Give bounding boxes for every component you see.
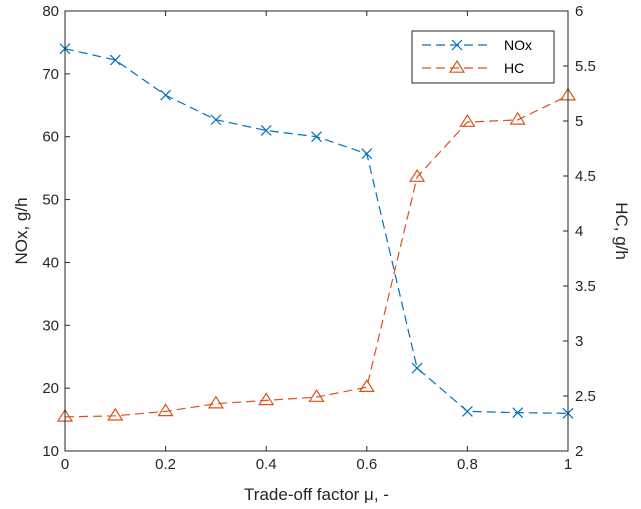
data-point-hc: [157, 403, 174, 417]
data-point-hc: [207, 395, 224, 409]
y-right-tick-label: 2: [575, 443, 583, 460]
x-tick-label: 0: [61, 456, 69, 473]
data-point-nox: [411, 362, 423, 374]
y-left-tick-label: 10: [42, 443, 59, 460]
data-point-hc: [358, 379, 375, 392]
y-left-tick-label: 70: [42, 66, 59, 83]
legend-marker-nox: [451, 39, 463, 51]
y-left-tick-label: 20: [42, 380, 59, 397]
legend-label-hc: HC: [504, 60, 524, 76]
legend: NOx HC: [411, 30, 555, 84]
data-point-hc: [459, 113, 476, 127]
legend-label-nox: NOx: [504, 37, 532, 53]
x-axis-label: Trade-off factor μ, -: [244, 485, 389, 504]
data-point-hc: [308, 388, 325, 402]
data-point-nox: [311, 131, 322, 143]
x-tick-label: 0.8: [457, 456, 478, 473]
y-left-tick-label: 40: [42, 254, 59, 271]
data-point-nox: [512, 407, 524, 419]
y-right-tick-label: 6: [575, 3, 583, 20]
data-point-nox: [109, 54, 121, 66]
data-point-hc: [409, 168, 426, 182]
data-point-nox: [361, 148, 373, 160]
data-point-nox: [210, 114, 222, 126]
data-point-hc: [258, 392, 275, 406]
x-tick-label: 0.2: [155, 456, 176, 473]
y-right-tick-label: 5: [575, 113, 583, 130]
y-right-tick-label: 3.5: [575, 278, 596, 295]
y-left-tick-label: 30: [42, 317, 59, 334]
legend-box: [411, 30, 555, 84]
y-right-tick-label: 4: [575, 223, 583, 240]
data-point-nox: [160, 89, 172, 101]
y-right-tick-label: 3: [575, 333, 583, 350]
x-tick-label: 0.6: [356, 456, 377, 473]
series-line-hc: [64, 95, 569, 418]
y-right-tick-label: 4.5: [575, 168, 596, 185]
y-right-tick-label: 5.5: [575, 58, 596, 75]
y-left-tick-label: 80: [42, 3, 59, 20]
x-tick-label: 1: [564, 456, 572, 473]
legend-entry-hc: HC: [422, 59, 524, 76]
data-point-nox: [260, 125, 272, 136]
y-left-tick-label: 60: [42, 129, 59, 146]
y-right-axis-label: HC, g/h: [612, 202, 631, 260]
data-point-hc: [107, 407, 124, 421]
y-left-axis-label: NOx, g/h: [12, 197, 31, 264]
y-left-tick-label: 50: [42, 192, 59, 209]
legend-marker-hc: [448, 59, 466, 73]
y-right-tick-label: 2.5: [575, 388, 596, 405]
x-tick-label: 0.4: [256, 456, 277, 473]
data-point-hc: [509, 111, 526, 125]
legend-entry-nox: NOx: [422, 37, 532, 53]
data-point-nox: [461, 405, 473, 417]
axes: 0 0.2 0.4 0.6 0.8 1 10 20 30 40 50 60 70 80 2 2.5 3 3.5 4 4…: [42, 3, 596, 473]
